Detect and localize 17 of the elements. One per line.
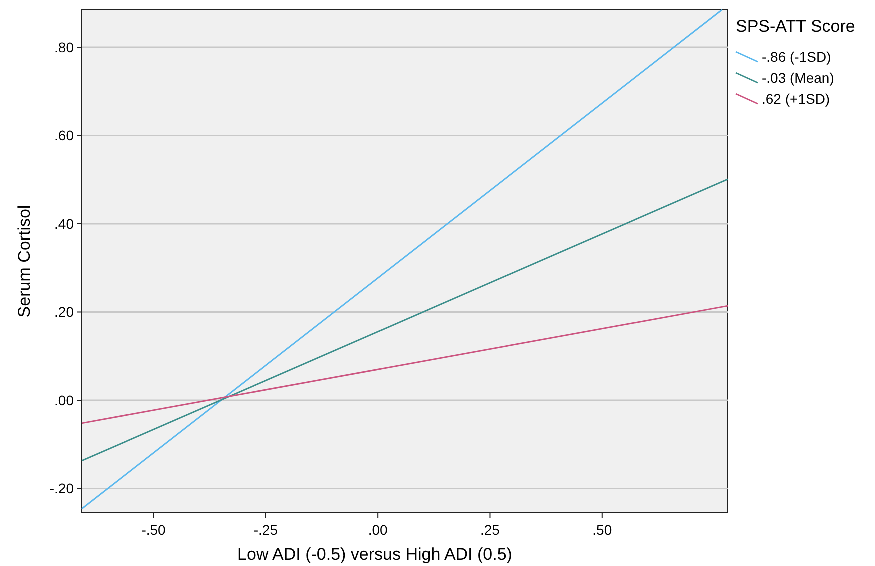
y-tick-label: .00 — [54, 392, 74, 408]
x-tick-label: .00 — [368, 522, 388, 538]
legend-label: .62 (+1SD) — [762, 91, 830, 107]
legend-label: -.86 (-1SD) — [762, 49, 832, 65]
x-axis-title: Low ADI (-0.5) versus High ADI (0.5) — [238, 545, 512, 564]
y-tick-label: .60 — [54, 128, 74, 144]
y-tick-label: -.20 — [50, 480, 74, 497]
x-tick-label: .50 — [592, 522, 612, 538]
y-tick-label: .20 — [54, 304, 74, 320]
x-tick-label: .25 — [480, 522, 500, 538]
legend-label: -.03 (Mean) — [762, 70, 834, 86]
y-tick-label: .40 — [54, 216, 74, 232]
x-tick-label: -.50 — [142, 522, 166, 538]
y-tick-label: .80 — [54, 39, 74, 56]
x-tick-label: -.25 — [254, 522, 278, 538]
legend-title: SPS-ATT Score — [736, 17, 856, 36]
y-axis-title: Serum Cortisol — [15, 205, 34, 318]
